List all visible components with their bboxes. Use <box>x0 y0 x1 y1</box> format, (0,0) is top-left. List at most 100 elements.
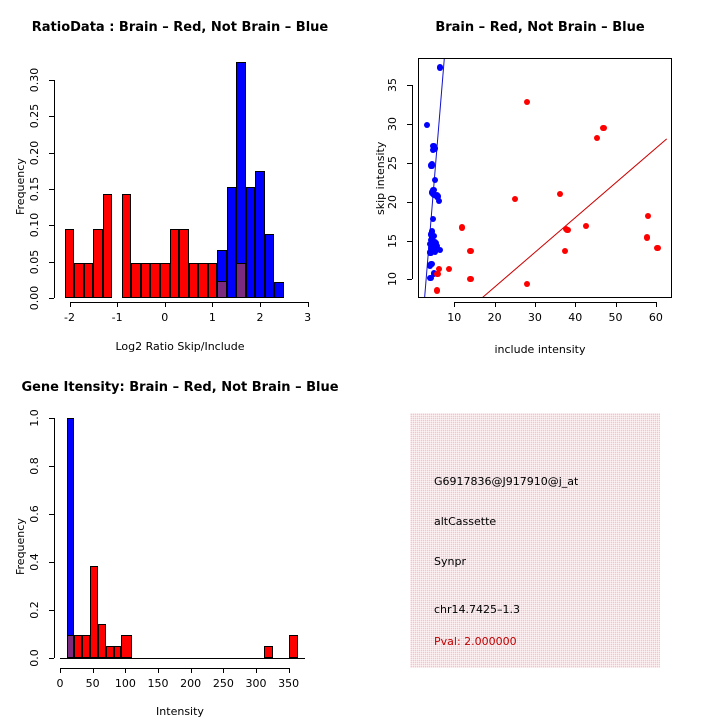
ratio-histogram-xaxis-tick <box>260 302 261 307</box>
histogram-bar <box>105 646 114 658</box>
intensity-scatter-panel: Brain – Red, Not Brain – Blue skip inten… <box>360 0 720 360</box>
scatter-point <box>467 247 474 255</box>
gene-intensity-yaxis-tick-label: 1.0 <box>28 409 41 427</box>
histogram-bar <box>188 263 199 298</box>
scatter-xaxis-tick <box>494 302 496 307</box>
ratio-histogram-xaxis-tick-label: 2 <box>256 311 264 324</box>
histogram-bar <box>274 282 284 298</box>
histogram-bar <box>264 234 275 298</box>
ratio-histogram-yaxis-tick-label: 0.30 <box>28 67 41 93</box>
gene-intensity-yaxis-tick <box>49 658 54 659</box>
scatter-point <box>434 193 441 200</box>
ratio-histogram-yaxis-line <box>54 79 55 298</box>
ratio-histogram-xaxis-tick <box>212 302 214 307</box>
scatter-point <box>427 262 434 269</box>
scatter-yaxis-tick-label: 20 <box>386 194 399 209</box>
ratio-histogram-yaxis-tick-label: 0.15 <box>28 176 41 202</box>
scatter-yaxis-tick <box>407 124 412 126</box>
gene-intensity-yaxis-tick <box>49 514 54 515</box>
scatter-point <box>654 244 661 251</box>
intensity-scatter-title: Brain – Red, Not Brain – Blue <box>435 20 645 35</box>
gene-intensity-histogram-title: Gene Itensity: Brain – Red, Not Brain – … <box>21 380 339 395</box>
gene-intensity-xaxis-tick-label: 150 <box>147 677 169 690</box>
scatter-xaxis-tick-label: 50 <box>608 311 623 324</box>
scatter-point <box>427 274 434 282</box>
ratio-histogram-yaxis-tick <box>49 152 54 154</box>
scatter-point <box>643 234 651 241</box>
scatter-point <box>429 215 437 223</box>
histogram-bar <box>207 263 218 298</box>
scatter-point <box>435 265 443 272</box>
histogram-bar <box>90 565 98 658</box>
histogram-bar <box>121 194 132 298</box>
gene-intensity-xaxis-tick <box>256 668 257 673</box>
gene-intensity-xaxis-line <box>60 668 289 669</box>
intensity-scatter-xlabel: include intensity <box>494 343 586 356</box>
scatter-point <box>435 197 443 205</box>
gene-intensity-xaxis-tick <box>158 668 159 673</box>
histogram-bar <box>131 263 141 298</box>
scatter-xaxis-tick-label: 30 <box>527 311 542 324</box>
gene-intensity-xlabel: Intensity <box>156 705 204 718</box>
ratio-histogram-xaxis-tick-label: -1 <box>111 311 123 324</box>
info-line-probe-id: G6917836@J917910@j_at <box>434 475 579 488</box>
histogram-bar-overlap <box>66 635 75 658</box>
scatter-point <box>436 246 444 254</box>
info-line-gene-symbol: Synpr <box>434 555 466 568</box>
ratio-histogram-xaxis-tick <box>164 302 166 307</box>
scatter-point <box>458 224 465 231</box>
scatter-point <box>423 121 431 129</box>
gene-intensity-yaxis-tick-label: 0.6 <box>28 505 41 523</box>
scatter-point <box>600 124 607 132</box>
ratio-histogram-yaxis-tick-label: 0.25 <box>28 103 41 129</box>
scatter-point <box>561 247 569 255</box>
gene-intensity-xaxis-tick-label: 300 <box>245 677 267 690</box>
gene-intensity-xaxis-tick <box>288 668 290 673</box>
ratio-histogram-plot: -2 -1 0 1 2 3 0.00 0.05 0.10 0.15 0.20 0.25 0.30 <box>28 58 311 324</box>
ratio-histogram-yaxis-tick <box>49 225 54 227</box>
ratio-histogram-xaxis-line <box>69 302 308 303</box>
gene-intensity-xaxis-tick-label: 250 <box>212 677 234 690</box>
histogram-bar <box>263 646 273 658</box>
histogram-bar <box>160 263 170 298</box>
gene-intensity-xaxis-tick-label: 0 <box>56 677 64 690</box>
scatter-xaxis-tick-label: 10 <box>447 311 462 324</box>
scatter-yaxis-tick-label: 25 <box>386 155 399 170</box>
scatter-point <box>556 190 564 198</box>
ratio-histogram-yaxis-tick-label: 0.10 <box>28 213 41 238</box>
gene-intensity-yaxis-tick <box>49 562 54 563</box>
gene-intensity-xaxis-tick-label: 100 <box>114 677 136 690</box>
ratio-histogram-xaxis-tick-label: 1 <box>208 311 216 324</box>
scatter-point <box>429 146 436 154</box>
histogram-bar <box>64 228 75 298</box>
ratio-histogram-yaxis-tick-label: 0.20 <box>28 140 41 165</box>
scatter-yaxis-tick-label: 35 <box>386 78 399 93</box>
scatter-point <box>428 162 435 169</box>
scatter-xaxis-tick-label: 20 <box>487 311 502 324</box>
scatter-point <box>511 195 519 202</box>
info-line-pvalue: Pval: 2.000000 <box>434 635 517 648</box>
histogram-bar <box>255 171 265 298</box>
scatter-xaxis-tick <box>615 302 617 307</box>
ratio-histogram-yaxis-tick <box>49 79 54 81</box>
scatter-point <box>431 248 439 255</box>
scatter-point <box>427 249 434 256</box>
gene-intensity-xaxis-tick <box>223 668 225 673</box>
scatter-point <box>430 270 438 277</box>
ratio-histogram-xaxis-tick-label: 3 <box>304 311 312 324</box>
scatter-point <box>431 176 439 184</box>
ratio-histogram-title: RatioData : Brain – Red, Not Brain – Blu… <box>31 20 329 35</box>
scatter-point <box>644 212 652 220</box>
ratio-histogram-xaxis-tick <box>307 302 309 307</box>
ratio-histogram-xaxis-tick <box>117 302 119 307</box>
histogram-bar <box>179 228 189 298</box>
histogram-bar <box>226 187 237 298</box>
histogram-baseline <box>60 658 305 659</box>
histogram-bar <box>74 263 84 298</box>
histogram-bar <box>245 187 256 298</box>
gene-intensity-histogram-plot: 0 50 100 150 200 250 300 350 0.0 0.2 0.4 0.6 0.8 1.0 <box>28 409 305 690</box>
gene-intensity-xaxis-tick <box>125 668 127 673</box>
scatter-xaxis-tick <box>454 302 456 307</box>
scatter-yaxis-line <box>412 85 413 280</box>
scatter-yaxis-tick-label: 10 <box>386 272 399 287</box>
